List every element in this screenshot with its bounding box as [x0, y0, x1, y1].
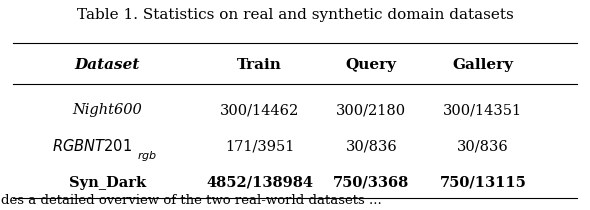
- Text: Syn_Dark: Syn_Dark: [68, 176, 146, 190]
- Text: Dataset: Dataset: [74, 58, 140, 72]
- Text: Night600: Night600: [72, 103, 142, 117]
- Text: Train: Train: [237, 58, 282, 72]
- Text: 300/14462: 300/14462: [220, 103, 299, 117]
- Text: 750/3368: 750/3368: [333, 176, 409, 190]
- Text: Query: Query: [346, 58, 397, 72]
- Text: 171/3951: 171/3951: [225, 139, 294, 154]
- Text: $\mathit{rgb}$: $\mathit{rgb}$: [137, 149, 157, 163]
- Text: $\mathit{RGBNT201}$: $\mathit{RGBNT201}$: [53, 138, 132, 154]
- Text: des a detailed overview of the two real-world datasets ...: des a detailed overview of the two real-…: [1, 194, 382, 207]
- Text: 300/14351: 300/14351: [443, 103, 523, 117]
- Text: 30/836: 30/836: [346, 139, 397, 154]
- Text: 30/836: 30/836: [457, 139, 509, 154]
- Text: 4852/138984: 4852/138984: [206, 176, 313, 190]
- Text: Gallery: Gallery: [453, 58, 513, 72]
- Text: Table 1. Statistics on real and synthetic domain datasets: Table 1. Statistics on real and syntheti…: [77, 8, 513, 22]
- Text: 750/13115: 750/13115: [440, 176, 526, 190]
- Text: 300/2180: 300/2180: [336, 103, 407, 117]
